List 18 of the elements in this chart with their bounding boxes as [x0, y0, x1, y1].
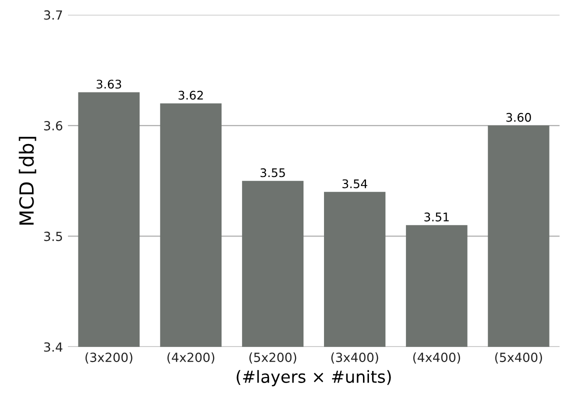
- x-axis-title: (#layers × #units): [236, 370, 391, 386]
- data-label: 3.54: [342, 179, 368, 188]
- x-tick-label: (5x200): [249, 352, 296, 364]
- data-label: 3.60: [506, 112, 531, 122]
- data-label: 3.62: [178, 90, 203, 100]
- x-tick-label: (3x200): [86, 352, 132, 364]
- data-label: 3.55: [260, 168, 285, 178]
- y-tick-label: 3.6: [44, 120, 62, 130]
- y-tick-label: 3.5: [44, 232, 62, 242]
- data-label: 3.51: [424, 212, 449, 222]
- y-tick-label: 3.4: [44, 342, 62, 352]
- x-tick-label: (4x200): [167, 352, 214, 364]
- data-label: 3.63: [96, 80, 122, 89]
- y-tick-label: 3.7: [44, 10, 62, 20]
- y-axis-title: MCD [db]: [18, 136, 36, 225]
- x-tick-label: (4x400): [413, 352, 460, 364]
- x-tick-label: (5x400): [495, 352, 542, 364]
- x-tick-label: (3x400): [331, 352, 378, 364]
